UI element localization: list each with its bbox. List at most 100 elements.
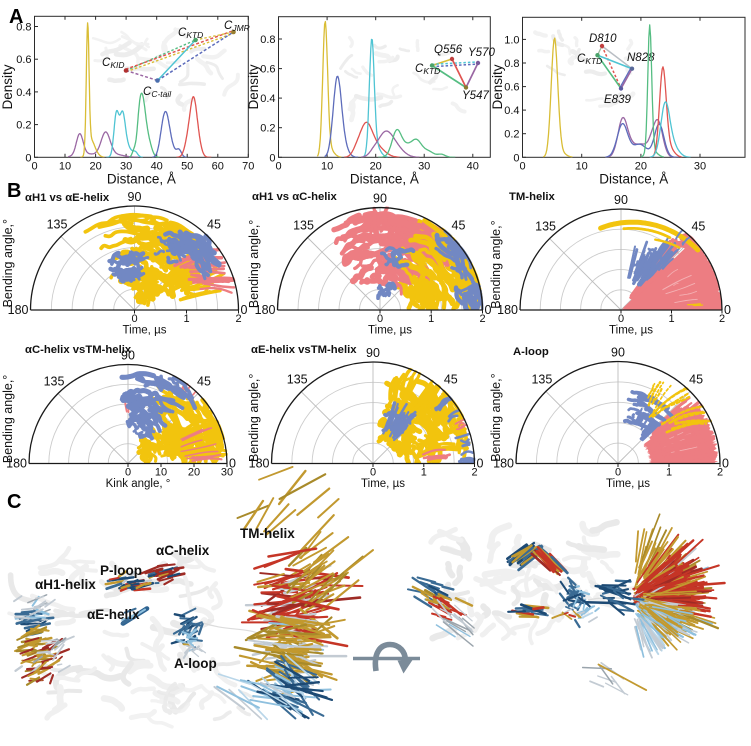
- svg-text:TM-helix: TM-helix: [240, 526, 295, 541]
- svg-text:αC-helix: αC-helix: [156, 543, 210, 558]
- svg-text:1: 1: [428, 313, 434, 325]
- svg-text:45: 45: [197, 375, 211, 389]
- svg-text:0: 0: [519, 160, 525, 172]
- svg-text:40: 40: [467, 160, 479, 172]
- svg-text:135: 135: [287, 373, 308, 387]
- svg-text:180: 180: [249, 457, 270, 471]
- svg-text:0.4: 0.4: [504, 105, 519, 117]
- svg-text:Bending angle,°: Bending angle,°: [1, 375, 15, 463]
- svg-text:CKTD: CKTD: [178, 27, 203, 40]
- svg-text:0: 0: [131, 313, 137, 325]
- svg-text:0: 0: [722, 457, 729, 471]
- svg-text:CKTD: CKTD: [415, 63, 440, 76]
- svg-text:30: 30: [221, 467, 233, 479]
- svg-text:2: 2: [479, 313, 485, 325]
- svg-text:0.6: 0.6: [260, 64, 275, 76]
- svg-text:0: 0: [275, 160, 281, 172]
- svg-text:45: 45: [444, 373, 458, 387]
- svg-text:Bending angle,°: Bending angle,°: [247, 220, 261, 308]
- svg-text:CKTD: CKTD: [577, 53, 602, 66]
- svg-text:Density: Density: [0, 64, 15, 109]
- svg-text:E839: E839: [604, 94, 631, 106]
- svg-text:20: 20: [370, 160, 382, 172]
- svg-text:0.4: 0.4: [260, 93, 275, 105]
- svg-text:0: 0: [31, 160, 37, 172]
- svg-text:0.8: 0.8: [16, 22, 31, 34]
- svg-text:0.6: 0.6: [504, 82, 519, 94]
- svg-text:45: 45: [207, 218, 221, 232]
- svg-text:135: 135: [293, 219, 314, 233]
- svg-text:40: 40: [151, 160, 163, 172]
- svg-text:Kink angle, °: Kink angle, °: [106, 478, 171, 490]
- svg-text:180: 180: [6, 457, 27, 471]
- svg-text:0: 0: [477, 457, 484, 471]
- svg-text:45: 45: [452, 219, 466, 233]
- svg-text:B: B: [7, 180, 21, 202]
- svg-text:αC-helix vsTM-helix: αC-helix vsTM-helix: [25, 344, 132, 356]
- svg-text:30: 30: [694, 160, 706, 172]
- svg-text:αH1 vs αE-helix: αH1 vs αE-helix: [25, 192, 110, 204]
- svg-text:90: 90: [611, 346, 625, 360]
- svg-text:90: 90: [366, 346, 380, 360]
- svg-text:0.2: 0.2: [16, 120, 31, 132]
- svg-text:Bending angle,°: Bending angle,°: [489, 220, 503, 308]
- svg-text:0: 0: [229, 457, 236, 471]
- svg-text:60: 60: [212, 160, 224, 172]
- svg-text:1: 1: [183, 313, 189, 325]
- svg-text:20: 20: [89, 160, 101, 172]
- svg-text:0: 0: [241, 303, 248, 317]
- svg-text:0: 0: [370, 467, 376, 479]
- svg-text:Density: Density: [246, 64, 261, 109]
- svg-text:0: 0: [125, 467, 131, 479]
- svg-text:20: 20: [635, 160, 647, 172]
- svg-text:10: 10: [576, 160, 588, 172]
- svg-text:CJMR: CJMR: [224, 20, 250, 33]
- svg-text:Y570: Y570: [468, 47, 495, 59]
- svg-text:1: 1: [666, 467, 672, 479]
- svg-text:αH1 vs αC-helix: αH1 vs αC-helix: [252, 191, 338, 203]
- svg-text:135: 135: [535, 220, 556, 234]
- svg-text:0.8: 0.8: [260, 34, 275, 46]
- svg-text:1: 1: [421, 467, 427, 479]
- svg-text:10: 10: [155, 467, 167, 479]
- svg-text:135: 135: [531, 372, 552, 386]
- svg-text:A-loop: A-loop: [513, 346, 549, 358]
- svg-text:0.8: 0.8: [504, 58, 519, 70]
- svg-text:CC-tail: CC-tail: [143, 86, 172, 99]
- svg-text:90: 90: [128, 190, 142, 204]
- svg-text:0: 0: [618, 313, 624, 325]
- svg-text:2: 2: [471, 467, 477, 479]
- svg-text:Y547: Y547: [462, 90, 489, 102]
- svg-text:0: 0: [25, 152, 31, 164]
- svg-text:C: C: [7, 491, 21, 513]
- svg-text:Time, µs: Time, µs: [123, 325, 167, 337]
- svg-text:Time, µs: Time, µs: [361, 478, 405, 490]
- svg-text:2: 2: [717, 467, 723, 479]
- svg-text:180: 180: [493, 457, 514, 471]
- svg-text:10: 10: [59, 160, 71, 172]
- svg-text:Bending angle,°: Bending angle,°: [489, 373, 503, 461]
- svg-text:30: 30: [120, 160, 132, 172]
- svg-text:0: 0: [724, 303, 731, 317]
- svg-text:Q556: Q556: [434, 44, 463, 56]
- svg-text:Time, µs: Time, µs: [368, 325, 412, 337]
- svg-text:0.2: 0.2: [260, 123, 275, 135]
- svg-text:Time, µs: Time, µs: [606, 478, 650, 490]
- svg-text:0.2: 0.2: [504, 129, 519, 141]
- svg-text:0: 0: [485, 303, 492, 317]
- svg-text:2: 2: [719, 313, 725, 325]
- svg-text:50: 50: [181, 160, 193, 172]
- svg-text:Bending angle,°: Bending angle,°: [247, 374, 261, 462]
- svg-text:135: 135: [47, 218, 68, 232]
- svg-text:CKID: CKID: [102, 57, 124, 70]
- svg-text:αE-helix: αE-helix: [87, 607, 140, 622]
- svg-text:90: 90: [121, 349, 135, 363]
- svg-text:αH1-helix: αH1-helix: [35, 577, 96, 592]
- svg-text:45: 45: [689, 372, 703, 386]
- svg-text:2: 2: [235, 313, 241, 325]
- svg-text:P-loop: P-loop: [100, 563, 142, 578]
- svg-text:180: 180: [8, 303, 29, 317]
- svg-text:1.0: 1.0: [504, 34, 519, 46]
- svg-text:1: 1: [668, 313, 674, 325]
- svg-text:20: 20: [188, 467, 200, 479]
